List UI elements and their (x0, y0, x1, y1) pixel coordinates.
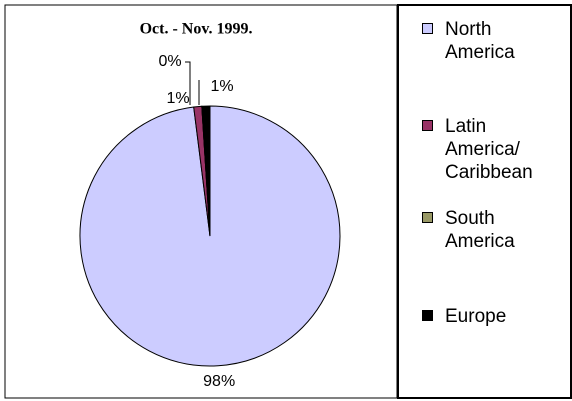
legend-swatch (422, 212, 433, 223)
data-label: 98% (203, 373, 235, 390)
legend-swatch (422, 310, 433, 321)
leader-line (185, 61, 191, 105)
legend-frame (397, 4, 572, 399)
data-label: 1% (210, 78, 233, 95)
legend-label: North America (445, 19, 515, 63)
legend-swatch (422, 23, 433, 34)
legend-label: Latin America/ Caribbean (445, 116, 533, 183)
data-label: 0% (158, 53, 181, 70)
legend-swatch (422, 120, 433, 131)
data-label: 1% (166, 90, 189, 107)
pie-slice (201, 105, 211, 237)
legend-label: Europe (445, 306, 507, 327)
chart-title: Oct. - Nov. 1999. (140, 21, 253, 38)
legend-label: South America (445, 208, 515, 252)
